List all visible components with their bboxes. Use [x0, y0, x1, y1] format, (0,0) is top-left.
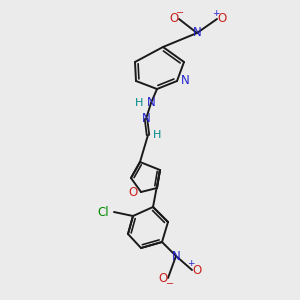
Text: O: O	[128, 185, 138, 199]
Text: H: H	[135, 98, 143, 108]
Text: N: N	[142, 112, 150, 125]
Text: −: −	[166, 279, 174, 289]
Text: +: +	[212, 8, 220, 17]
Text: N: N	[181, 74, 189, 88]
Text: −: −	[176, 8, 184, 18]
Text: O: O	[158, 272, 168, 284]
Text: N: N	[193, 26, 201, 40]
Text: Cl: Cl	[98, 206, 109, 218]
Text: N: N	[147, 97, 155, 110]
Text: O: O	[218, 13, 226, 26]
Text: O: O	[192, 263, 202, 277]
Text: +: +	[187, 260, 195, 268]
Text: H: H	[153, 130, 161, 140]
Text: N: N	[172, 250, 180, 262]
Text: O: O	[169, 13, 178, 26]
